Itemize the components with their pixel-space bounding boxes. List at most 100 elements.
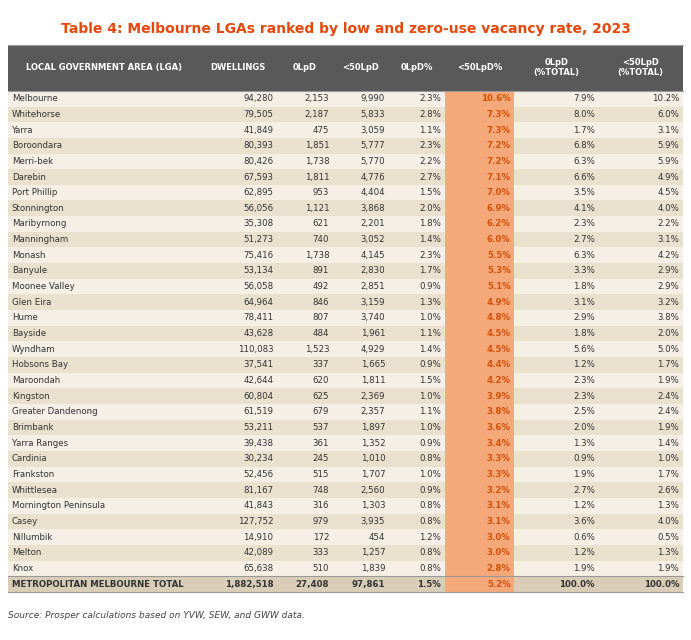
Bar <box>514 435 598 451</box>
Bar <box>332 342 388 357</box>
Bar <box>200 294 276 310</box>
Bar <box>444 122 514 138</box>
Bar <box>8 577 200 592</box>
Text: 891: 891 <box>313 266 329 275</box>
Bar <box>388 106 444 122</box>
Bar <box>200 498 276 514</box>
Bar <box>598 357 683 372</box>
Bar <box>444 185 514 200</box>
Bar <box>444 372 514 388</box>
Text: 0.8%: 0.8% <box>419 517 441 526</box>
Bar <box>276 467 332 483</box>
Text: <50LpD%: <50LpD% <box>457 63 502 72</box>
Bar <box>598 138 683 154</box>
Text: 9,990: 9,990 <box>361 94 385 103</box>
Text: 1,961: 1,961 <box>361 329 385 338</box>
Text: 41,849: 41,849 <box>243 125 273 134</box>
Text: 3,159: 3,159 <box>361 298 385 307</box>
Bar <box>276 200 332 216</box>
Text: 2.4%: 2.4% <box>657 392 679 401</box>
Bar <box>200 45 276 91</box>
Text: 1.8%: 1.8% <box>419 220 441 228</box>
Text: 1,851: 1,851 <box>305 141 329 150</box>
Bar <box>388 310 444 326</box>
Bar <box>598 248 683 263</box>
Bar <box>200 169 276 185</box>
Text: 3,868: 3,868 <box>361 204 385 213</box>
Bar <box>598 467 683 483</box>
Bar <box>332 91 388 106</box>
Bar <box>332 185 388 200</box>
Text: 1.7%: 1.7% <box>657 470 679 479</box>
Bar <box>598 435 683 451</box>
Bar <box>8 420 200 435</box>
Bar <box>514 248 598 263</box>
Text: 127,752: 127,752 <box>238 517 273 526</box>
Text: Banyule: Banyule <box>12 266 47 275</box>
Bar <box>332 200 388 216</box>
Text: 52,456: 52,456 <box>243 470 273 479</box>
Bar <box>514 467 598 483</box>
Bar <box>276 138 332 154</box>
Bar <box>388 263 444 279</box>
Bar <box>332 263 388 279</box>
Text: Mornington Peninsula: Mornington Peninsula <box>12 501 105 510</box>
Bar <box>514 545 598 561</box>
Bar <box>598 232 683 248</box>
Text: 7.0%: 7.0% <box>486 188 511 197</box>
Text: Monash: Monash <box>12 251 45 260</box>
Text: 3.6%: 3.6% <box>486 423 511 432</box>
Text: 979: 979 <box>313 517 329 526</box>
Bar <box>200 420 276 435</box>
Bar <box>514 185 598 200</box>
Text: 3.8%: 3.8% <box>657 314 679 323</box>
Text: 3.1%: 3.1% <box>657 235 679 244</box>
Bar <box>276 248 332 263</box>
Bar <box>332 169 388 185</box>
Bar <box>332 404 388 420</box>
Bar <box>200 232 276 248</box>
Text: 4.8%: 4.8% <box>486 314 511 323</box>
Bar <box>388 185 444 200</box>
Text: 2,369: 2,369 <box>361 392 385 401</box>
Bar <box>598 91 683 106</box>
Text: 4,145: 4,145 <box>361 251 385 260</box>
Text: 2.8%: 2.8% <box>419 110 441 119</box>
Bar <box>8 326 200 342</box>
Text: 621: 621 <box>313 220 329 228</box>
Bar <box>276 326 332 342</box>
Text: 4.5%: 4.5% <box>486 329 511 338</box>
Bar <box>8 232 200 248</box>
Text: 1.1%: 1.1% <box>419 408 441 417</box>
Bar <box>8 467 200 483</box>
Text: 4,776: 4,776 <box>361 173 385 182</box>
Text: 1.0%: 1.0% <box>419 392 441 401</box>
Bar <box>332 138 388 154</box>
Text: 1,707: 1,707 <box>361 470 385 479</box>
Bar <box>200 545 276 561</box>
Bar <box>514 561 598 577</box>
Bar <box>200 388 276 404</box>
Text: Moonee Valley: Moonee Valley <box>12 282 75 291</box>
Bar <box>388 169 444 185</box>
Text: 1.1%: 1.1% <box>419 125 441 134</box>
Bar <box>444 106 514 122</box>
Text: 3.4%: 3.4% <box>486 439 511 448</box>
Text: 110,083: 110,083 <box>238 345 273 354</box>
Text: 3.1%: 3.1% <box>486 501 511 510</box>
Bar <box>276 451 332 467</box>
Text: 1.9%: 1.9% <box>658 376 679 385</box>
Bar <box>276 232 332 248</box>
Bar <box>444 91 514 106</box>
Bar <box>598 326 683 342</box>
Bar <box>332 216 388 232</box>
Bar <box>444 404 514 420</box>
Bar <box>8 216 200 232</box>
Text: 2.4%: 2.4% <box>657 408 679 417</box>
Bar <box>598 404 683 420</box>
Text: 100.0%: 100.0% <box>644 580 679 589</box>
Text: Maribyrnong: Maribyrnong <box>12 220 66 228</box>
Text: 6.0%: 6.0% <box>487 235 511 244</box>
Bar <box>444 342 514 357</box>
Text: 1.2%: 1.2% <box>419 532 441 541</box>
